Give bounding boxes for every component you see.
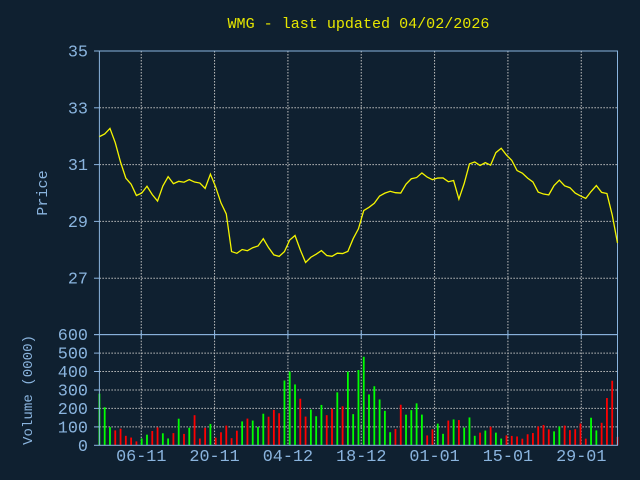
svg-text:18-12: 18-12 [336, 448, 386, 467]
svg-text:400: 400 [58, 364, 88, 383]
svg-text:15-01: 15-01 [483, 448, 533, 467]
svg-text:04-12: 04-12 [263, 448, 313, 467]
svg-text:27: 27 [68, 271, 88, 290]
svg-text:600: 600 [58, 327, 88, 346]
svg-text:33: 33 [68, 100, 88, 119]
svg-text:29-01: 29-01 [556, 448, 606, 467]
svg-text:200: 200 [58, 401, 88, 420]
svg-text:Volume (0000): Volume (0000) [21, 335, 37, 445]
svg-text:Price: Price [34, 170, 52, 216]
svg-text:300: 300 [58, 383, 88, 402]
svg-text:01-01: 01-01 [409, 448, 459, 467]
svg-text:WMG - last updated 04/02/2026: WMG - last updated 04/02/2026 [228, 15, 490, 33]
svg-text:31: 31 [68, 157, 88, 176]
svg-text:35: 35 [68, 44, 88, 63]
svg-text:20-11: 20-11 [189, 448, 239, 467]
svg-text:0: 0 [78, 438, 88, 457]
svg-text:29: 29 [68, 214, 88, 233]
svg-text:100: 100 [58, 419, 88, 438]
svg-text:500: 500 [58, 346, 88, 365]
svg-text:06-11: 06-11 [116, 448, 166, 467]
